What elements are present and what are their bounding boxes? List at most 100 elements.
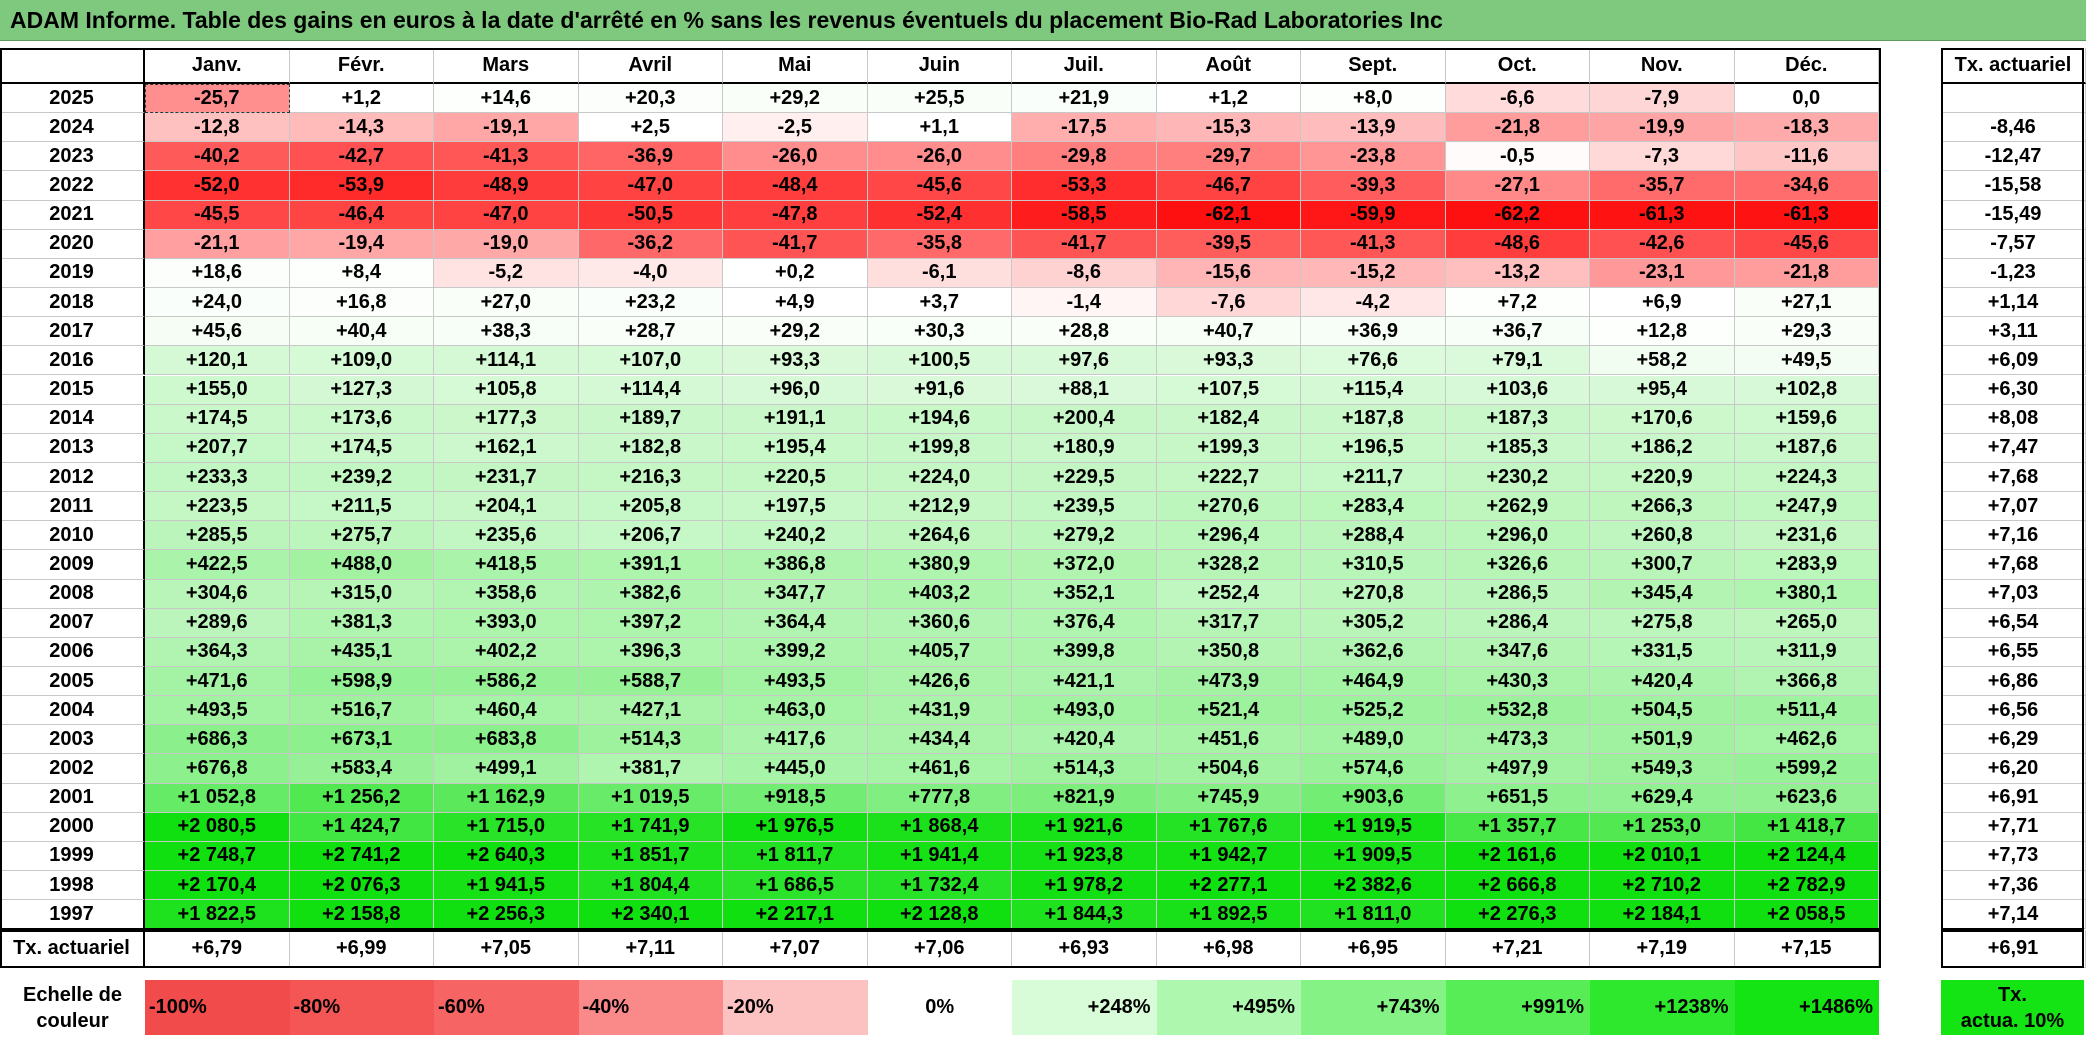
footer-rate-cell: +6,79 xyxy=(145,930,290,968)
gain-cell: +239,2 xyxy=(289,462,434,493)
year-label: 2022 xyxy=(0,171,145,201)
gain-cell: +3,7 xyxy=(867,288,1012,318)
gain-cell: +422,5 xyxy=(145,550,290,580)
gain-cell: +2 080,5 xyxy=(145,812,290,842)
gain-cell: +29,2 xyxy=(723,84,868,114)
gain-cell: +45,6 xyxy=(145,317,290,347)
gain-cell: -7,3 xyxy=(1590,142,1735,172)
gain-cell: +1 909,5 xyxy=(1301,841,1446,872)
gain-cell: +114,1 xyxy=(434,346,579,376)
legend-swatch: -100% xyxy=(145,980,290,1035)
gain-cell: +364,3 xyxy=(145,637,290,667)
year-label: 2021 xyxy=(0,200,145,230)
gain-cell: +220,5 xyxy=(723,462,868,493)
gain-cell: +285,5 xyxy=(145,521,290,551)
gain-cell: +1 941,4 xyxy=(867,841,1012,872)
gain-cell: +18,6 xyxy=(145,258,290,289)
gain-cell: +29,2 xyxy=(723,317,868,347)
gain-cell: +211,7 xyxy=(1301,462,1446,493)
gain-cell: +326,6 xyxy=(1445,550,1590,580)
gain-cell: +2 710,2 xyxy=(1590,871,1735,901)
gain-cell: -46,4 xyxy=(289,200,434,230)
gain-cell: +93,3 xyxy=(1156,346,1301,376)
gain-cell: +493,5 xyxy=(145,696,290,726)
gain-cell: +1 804,4 xyxy=(578,871,723,901)
legend-swatch: -60% xyxy=(434,980,579,1035)
footer-rate-cell: +6,98 xyxy=(1156,930,1301,968)
gain-cell: +405,7 xyxy=(867,637,1012,667)
month-header: Août xyxy=(1156,48,1301,84)
rate-cell: -15,58 xyxy=(1941,171,2086,201)
gain-cell: +1 941,5 xyxy=(434,871,579,901)
legend-swatch: +495% xyxy=(1156,980,1301,1035)
gain-cell: +418,5 xyxy=(434,550,579,580)
gain-cell: -39,5 xyxy=(1156,229,1301,259)
gain-cell: +2 666,8 xyxy=(1445,871,1590,901)
gain-cell: +100,5 xyxy=(867,346,1012,376)
gain-cell: +521,4 xyxy=(1156,696,1301,726)
gain-cell: -14,3 xyxy=(289,113,434,143)
gain-cell: -21,8 xyxy=(1445,113,1590,143)
gain-cell: -2,5 xyxy=(723,113,868,143)
gain-cell: +173,6 xyxy=(289,404,434,434)
month-header: Févr. xyxy=(289,48,434,84)
gain-cell: +115,4 xyxy=(1301,375,1446,405)
gain-cell: +686,3 xyxy=(145,725,290,755)
year-label: 2024 xyxy=(0,113,145,143)
gain-cell: +1 919,5 xyxy=(1301,812,1446,842)
gain-cell: +4,9 xyxy=(723,288,868,318)
gain-cell: +317,7 xyxy=(1156,608,1301,638)
year-label: 2000 xyxy=(0,812,145,842)
gain-cell: +28,8 xyxy=(1012,317,1157,347)
gain-cell: +177,3 xyxy=(434,404,579,434)
gain-cell: +189,7 xyxy=(578,404,723,434)
gain-cell: +29,3 xyxy=(1734,317,1879,347)
gain-cell: +364,4 xyxy=(723,608,868,638)
rate-cell: +7,07 xyxy=(1941,492,2086,522)
gain-cell: +499,1 xyxy=(434,754,579,784)
gain-cell: +380,9 xyxy=(867,550,1012,580)
gain-cell: -48,6 xyxy=(1445,229,1590,259)
gain-cell: +683,8 xyxy=(434,725,579,755)
gain-cell: +120,1 xyxy=(145,346,290,376)
gain-cell: -15,2 xyxy=(1301,258,1446,289)
gain-cell: -41,7 xyxy=(1012,229,1157,259)
gain-cell: +1 715,0 xyxy=(434,812,579,842)
gain-cell: +20,3 xyxy=(578,84,723,114)
gain-cell: -62,2 xyxy=(1445,200,1590,230)
gain-cell: +91,6 xyxy=(867,375,1012,405)
gain-cell: +79,1 xyxy=(1445,346,1590,376)
legend-swatch: +743% xyxy=(1301,980,1446,1035)
gain-cell: -46,7 xyxy=(1156,171,1301,201)
gain-cell: +399,2 xyxy=(723,637,868,667)
gain-cell: +30,3 xyxy=(867,317,1012,347)
gain-cell: +462,6 xyxy=(1734,725,1879,755)
gain-cell: -19,4 xyxy=(289,229,434,259)
gain-cell: -26,0 xyxy=(723,142,868,172)
gain-cell: +21,9 xyxy=(1012,84,1157,114)
gain-cell: +197,5 xyxy=(723,492,868,522)
gain-cell: +918,5 xyxy=(723,783,868,813)
gain-cell: -53,3 xyxy=(1012,171,1157,201)
gain-cell: +460,4 xyxy=(434,696,579,726)
gain-cell: +2 161,6 xyxy=(1445,841,1590,872)
gain-cell: -13,9 xyxy=(1301,113,1446,143)
footer-rate-cell: +7,06 xyxy=(867,930,1012,968)
gain-cell: +270,8 xyxy=(1301,579,1446,609)
gain-cell: +504,5 xyxy=(1590,696,1735,726)
year-label: 1997 xyxy=(0,900,145,930)
gain-cell: +2 010,1 xyxy=(1590,841,1735,872)
gain-cell: +187,3 xyxy=(1445,404,1590,434)
rate-cell: +7,03 xyxy=(1941,579,2086,609)
legend-swatch: +1238% xyxy=(1590,980,1735,1035)
gain-cell: +207,7 xyxy=(145,433,290,463)
legend-swatch: +1486% xyxy=(1734,980,1879,1035)
gain-cell: +194,6 xyxy=(867,404,1012,434)
gain-cell: +222,7 xyxy=(1156,462,1301,493)
gain-cell: -34,6 xyxy=(1734,171,1879,201)
gain-cell: +1 741,9 xyxy=(578,812,723,842)
gain-cell: +296,4 xyxy=(1156,521,1301,551)
gain-cell: +599,2 xyxy=(1734,754,1879,784)
gain-cell: +27,0 xyxy=(434,288,579,318)
legend-rate-line1: Tx. xyxy=(1998,983,2027,1006)
